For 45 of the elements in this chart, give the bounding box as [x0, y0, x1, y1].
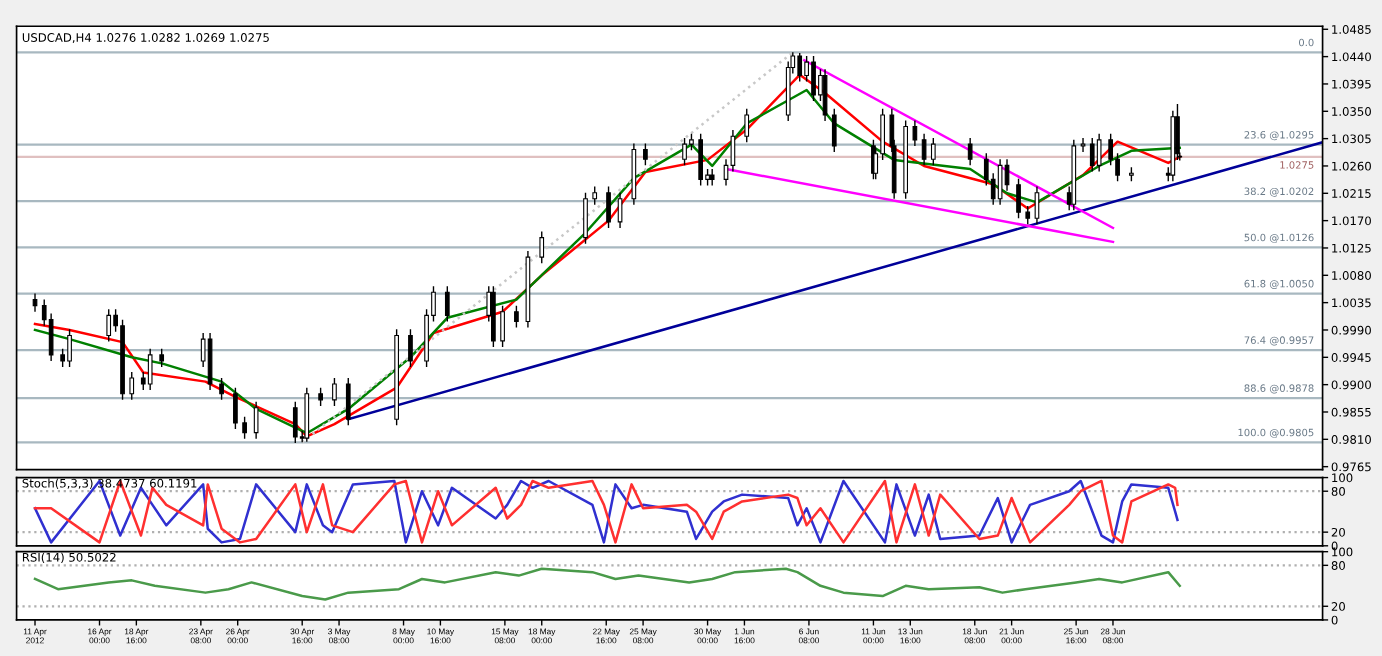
candlestick	[1096, 133, 1102, 173]
candlestick	[785, 60, 791, 122]
candlestick	[682, 137, 687, 167]
candlestick	[408, 328, 413, 368]
line-series	[33, 567, 1182, 601]
candlestick	[797, 52, 803, 83]
candlestick	[831, 108, 837, 153]
candlestick	[921, 133, 927, 167]
candlestick	[345, 377, 351, 427]
candlestick	[500, 304, 505, 348]
candlestick	[1089, 137, 1095, 173]
candlestick	[592, 185, 598, 206]
candlestick	[514, 304, 519, 329]
candlestick	[106, 308, 112, 343]
candlestick	[967, 137, 973, 167]
candlestick	[698, 133, 704, 187]
candlestick	[67, 328, 72, 368]
candlestick	[1016, 178, 1021, 219]
candlestick	[617, 191, 623, 229]
candlestick	[811, 55, 816, 102]
candlestick	[292, 400, 298, 444]
candlestick	[643, 142, 648, 167]
candlestick	[233, 386, 238, 430]
candlestick	[219, 377, 224, 401]
candlestick	[1025, 205, 1031, 225]
candlestick	[147, 348, 153, 391]
candlestick	[744, 108, 750, 143]
candlestick	[207, 332, 213, 391]
candlestick	[253, 400, 259, 440]
candlestick	[583, 191, 588, 245]
candlestick	[129, 371, 135, 401]
candlestick	[304, 386, 310, 443]
candlestick	[159, 348, 165, 368]
candlestick	[930, 137, 936, 167]
candlestick	[48, 312, 54, 362]
candlestick	[318, 386, 323, 407]
candlestick	[444, 285, 450, 323]
candlestick	[822, 68, 828, 122]
candlestick	[539, 230, 545, 264]
candlestick	[1080, 137, 1086, 153]
candlestick	[606, 185, 611, 229]
candlestick	[332, 377, 337, 407]
candlestick	[997, 158, 1003, 206]
candlestick	[242, 416, 247, 440]
candlestick	[912, 119, 918, 147]
